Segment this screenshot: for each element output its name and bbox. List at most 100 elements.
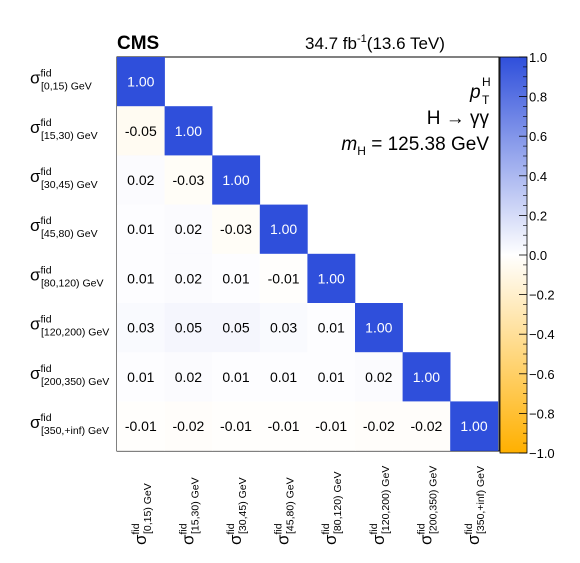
svg-text:σfid[80,120) GeV: σfid[80,120) GeV xyxy=(320,472,344,545)
row-label-bin: [350,+inf) GeV xyxy=(41,425,109,437)
row-label-bin: [0,15) GeV xyxy=(41,81,92,93)
colorbar-ticks: 1.0 0.8 0.6 0.4 0.2 0.0 −0.2 −0.4 −0.6 −0.8 −1.0 xyxy=(519,50,555,461)
column-label-bin: [120,200) GeV xyxy=(380,466,392,534)
cell-value-label: -0.05 xyxy=(125,123,157,139)
row-label-bin: [80,120) GeV xyxy=(41,277,103,289)
column-label-bin: [45,80) GeV xyxy=(285,477,297,534)
column-label-bin: [15,30) GeV xyxy=(189,477,201,534)
colorbar-tick-label: −0.2 xyxy=(529,288,555,303)
column-label-superscript: fid xyxy=(273,523,285,534)
cell-value-label: 1.00 xyxy=(460,418,487,434)
heatmap-cell xyxy=(117,253,165,304)
cell-value-label: -0.01 xyxy=(220,418,252,434)
column-label: σfid[0,15) GeV xyxy=(130,483,154,545)
observable-label: p xyxy=(469,82,481,103)
row-label-symbol: σ xyxy=(30,265,41,284)
column-label-symbol: σ xyxy=(321,534,340,545)
row-label-bin: [120,200) GeV xyxy=(41,327,109,339)
column-label-bin: [200,350) GeV xyxy=(427,466,439,534)
observable-subscript: T xyxy=(482,93,490,107)
heatmap-cell xyxy=(212,253,261,304)
heatmap-cell xyxy=(402,401,451,451)
cell-value-label: 0.01 xyxy=(318,320,345,336)
column-label: σfid[350,+inf) GeV xyxy=(463,466,487,545)
heatmap-cell xyxy=(259,401,308,451)
svg-text:σfid[350,+inf) GeV: σfid[350,+inf) GeV xyxy=(463,466,487,545)
row-label-superscript: fid xyxy=(41,412,52,424)
mass-subscript: H xyxy=(357,144,366,158)
colorbar-tick-label: 0.0 xyxy=(529,248,547,263)
heatmap-cell xyxy=(355,303,403,353)
svg-text:σfid[200,350) GeV: σfid[200,350) GeV xyxy=(415,466,439,545)
column-label-bin: [0,15) GeV xyxy=(142,483,154,534)
heatmap-cell xyxy=(259,204,308,255)
row-label: σfid [15,30) GeV xyxy=(30,117,98,142)
cell-value-label: 1.00 xyxy=(127,74,154,90)
column-label-symbol: σ xyxy=(178,534,197,545)
heatmap-cell xyxy=(259,352,308,402)
column-label-symbol: σ xyxy=(369,534,388,545)
column-label-symbol: σ xyxy=(226,534,245,545)
cell-value-label: 0.02 xyxy=(175,270,202,286)
colorbar-tick-label: −0.4 xyxy=(529,327,555,342)
row-label-superscript: fid xyxy=(41,363,52,375)
lumi-exponent: -1 xyxy=(357,33,367,45)
cell-value-label: -0.01 xyxy=(268,418,300,434)
colorbar-tick-label: 0.8 xyxy=(529,90,547,105)
row-label-superscript: fid xyxy=(41,264,52,276)
heatmap-cell xyxy=(164,204,213,255)
column-label-superscript: fid xyxy=(130,523,142,534)
column-label: σfid[200,350) GeV xyxy=(415,466,439,545)
heatmap-cell xyxy=(164,106,213,156)
cell-value-label: 1.00 xyxy=(270,221,297,237)
svg-text:σfid[120,200) GeV: σfid[120,200) GeV xyxy=(368,466,392,545)
row-label: σfid [80,120) GeV xyxy=(30,264,103,289)
row-label-bin: [45,80) GeV xyxy=(41,228,98,240)
heatmap-cell xyxy=(212,401,261,451)
cell-value-label: 1.00 xyxy=(222,172,249,188)
column-label-symbol: σ xyxy=(131,534,150,545)
heatmap-cell xyxy=(355,352,403,402)
row-label: σfid [120,200) GeV xyxy=(30,314,109,339)
cell-value-label: 1.00 xyxy=(318,270,345,286)
lumi-label: 34.7 fb-1(13.6 TeV) xyxy=(305,33,445,53)
column-label-symbol: σ xyxy=(274,534,293,545)
heatmap-cell xyxy=(307,303,356,353)
cell-value-label: 1.00 xyxy=(175,123,202,139)
column-label-bin: [350,+inf) GeV xyxy=(475,466,487,534)
column-label: σfid[80,120) GeV xyxy=(320,472,344,545)
row-label-symbol: σ xyxy=(30,315,41,334)
cell-value-label: 0.03 xyxy=(270,320,297,336)
channel-label: H → γγ xyxy=(427,108,490,129)
heatmap-cell xyxy=(259,303,308,353)
heatmap-cell xyxy=(164,352,213,402)
row-label-symbol: σ xyxy=(30,167,41,186)
column-label-superscript: fid xyxy=(225,523,237,534)
row-label-superscript: fid xyxy=(41,314,52,326)
colorbar-tick-label: −0.6 xyxy=(529,367,555,382)
cell-value-label: 0.01 xyxy=(222,270,249,286)
heatmap-cells: 1.00 -0.05 1.00 0.02 -0.03 1.00 0.01 0.02 -0.03 1… xyxy=(117,57,499,451)
svg-text:σfid[0,15) GeV: σfid[0,15) GeV xyxy=(130,483,154,545)
heatmap-cell xyxy=(117,204,165,255)
row-label: σfid [0,15) GeV xyxy=(30,68,92,93)
row-label: σfid [30,45) GeV xyxy=(30,166,98,191)
cell-value-label: 0.02 xyxy=(127,172,154,188)
heatmap-cell xyxy=(117,303,165,353)
row-label-symbol: σ xyxy=(30,364,41,383)
cell-value-label: 0.05 xyxy=(175,320,202,336)
cell-value-label: -0.01 xyxy=(125,418,157,434)
row-label-symbol: σ xyxy=(30,118,41,137)
column-label-superscript: fid xyxy=(463,523,475,534)
heatmap-cell xyxy=(355,401,403,451)
column-label: σfid[15,30) GeV xyxy=(177,477,201,545)
heatmap-cell xyxy=(117,106,165,156)
row-label-symbol: σ xyxy=(30,413,41,432)
cell-value-label: 0.02 xyxy=(175,369,202,385)
heatmap-cell xyxy=(164,253,213,304)
colorbar-tick-label: 0.6 xyxy=(529,129,547,144)
heatmap-cell xyxy=(117,155,165,205)
svg-text:σfid[15,30) GeV: σfid[15,30) GeV xyxy=(177,477,201,545)
cell-value-label: 0.01 xyxy=(270,369,297,385)
